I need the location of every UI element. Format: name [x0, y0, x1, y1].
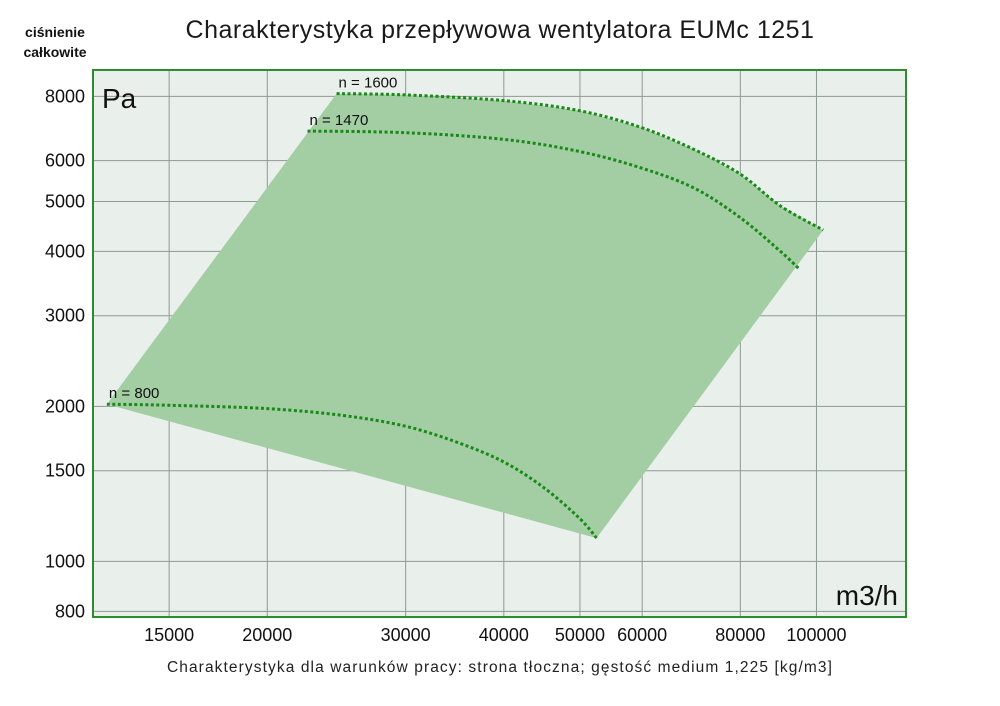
y-tick-label: 1000 [45, 551, 85, 571]
plot-frame [92, 69, 907, 618]
chart-title: Charakterystyka przepływowa wentylatora … [185, 16, 815, 44]
y-axis-label: ciśnienie całkowite [10, 22, 100, 62]
speed-curve-label-2: n = 800 [109, 385, 159, 402]
y-tick-label: 3000 [45, 306, 85, 326]
y-tick-label: 800 [55, 601, 85, 621]
y-tick-labels: 800 1000 1500 2000 3000 4000 5000 6000 8000 [45, 86, 85, 621]
speed-curves: n = 1600 n = 1470 n = 800 [106, 75, 824, 540]
x-tick-label: 15000 [144, 625, 194, 645]
speed-curve-2 [106, 402, 598, 540]
speed-curve-0 [336, 92, 824, 232]
speed-curve-1 [307, 129, 801, 270]
x-tick-label: 40000 [479, 625, 529, 645]
y-tick-label: 8000 [45, 86, 85, 106]
y-tick-label: 2000 [45, 396, 85, 416]
y-unit-label: Pa [102, 83, 137, 114]
x-tick-label: 60000 [617, 625, 667, 645]
speed-curve-label-1: n = 1470 [309, 112, 368, 129]
x-unit-label: m3/h [836, 580, 898, 611]
x-tick-label: 50000 [555, 625, 605, 645]
y-axis-label-line-1: ciśnienie [25, 24, 85, 40]
x-tick-label: 30000 [381, 625, 431, 645]
y-tick-label: 1500 [45, 461, 85, 481]
y-axis-label-line-2: całkowite [23, 44, 87, 60]
chart-caption: Charakterystyka dla warunków pracy: stro… [166, 659, 834, 676]
x-tick-label: 20000 [242, 625, 292, 645]
y-tick-label: 6000 [45, 151, 85, 171]
speed-curve-label-0: n = 1600 [339, 75, 398, 92]
operating-region [106, 93, 824, 539]
x-tick-label: 100000 [786, 625, 846, 645]
y-tick-label: 5000 [45, 191, 85, 211]
x-tick-label: 80000 [715, 625, 765, 645]
x-tick-labels: 15000 20000 30000 40000 50000 60000 80000 10000… [144, 625, 846, 645]
y-tick-label: 4000 [45, 241, 85, 261]
